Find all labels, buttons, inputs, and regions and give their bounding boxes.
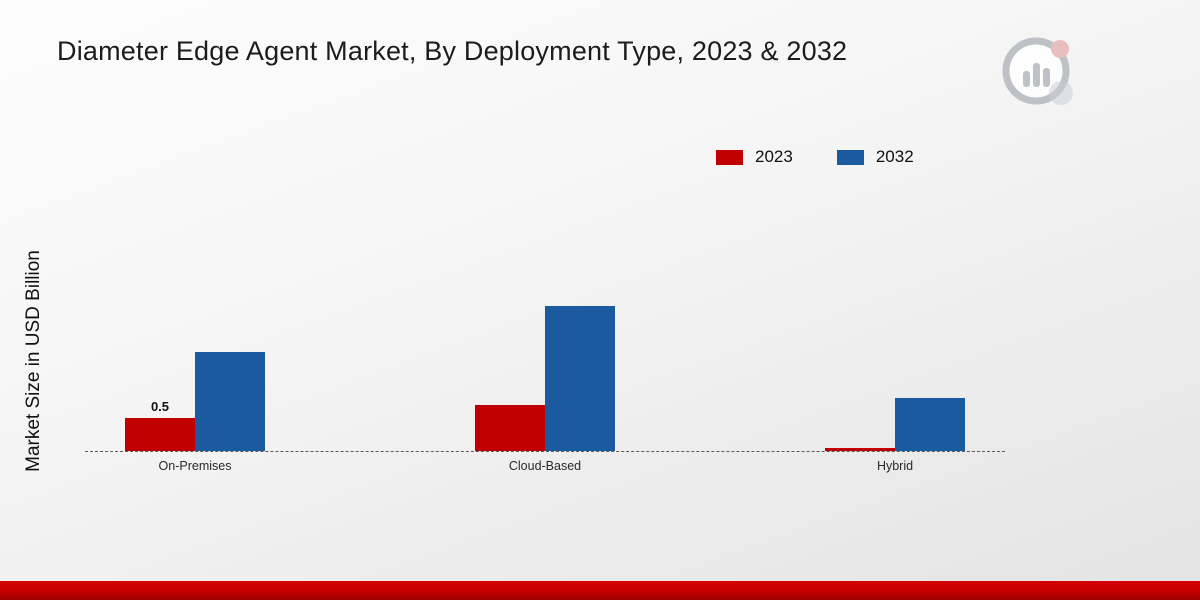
category-label-on-premises: On-Premises <box>158 459 232 473</box>
bar-2032-on-premises <box>195 352 265 451</box>
footer-accent-bar <box>0 581 1200 600</box>
legend-swatch-2023 <box>716 149 743 165</box>
bar-2023-hybrid <box>825 447 895 451</box>
bar-value-label: 0.5 <box>150 399 170 414</box>
legend: 2023 2032 <box>716 147 914 167</box>
legend-label-2032: 2032 <box>875 147 914 166</box>
bar-2032-hybrid <box>895 398 965 451</box>
category-label-cloud-based: Cloud-Based <box>508 459 582 473</box>
bar-2032-cloud-based <box>545 305 615 451</box>
company-logo-icon <box>1002 37 1073 105</box>
legend-item-2023: 2023 <box>716 147 793 167</box>
legend-item-2032: 2032 <box>836 147 914 167</box>
category-label-hybrid: Hybrid <box>876 459 914 473</box>
legend-swatch-2032 <box>836 149 864 165</box>
bar-2023-cloud-based <box>475 404 545 451</box>
plot-area: On-Premises Cloud-Based Hybrid 0.5 <box>20 286 1070 473</box>
chart-title: Diameter Edge Agent Market, By Deploymen… <box>57 36 848 66</box>
bar-2023-on-premises <box>125 418 195 451</box>
x-axis-baseline <box>85 451 1005 452</box>
legend-label-2023: 2023 <box>755 147 793 166</box>
